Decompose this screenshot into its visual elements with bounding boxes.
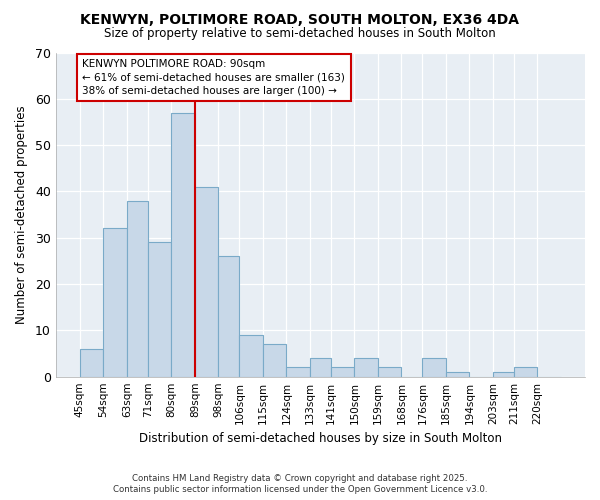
Bar: [127, 200, 148, 376]
Text: KENWYN POLTIMORE ROAD: 90sqm
← 61% of semi-detached houses are smaller (163)
38%: KENWYN POLTIMORE ROAD: 90sqm ← 61% of se…: [82, 60, 346, 96]
Bar: [493, 372, 514, 376]
Bar: [195, 187, 218, 376]
Text: Contains HM Land Registry data © Crown copyright and database right 2025.
Contai: Contains HM Land Registry data © Crown c…: [113, 474, 487, 494]
Bar: [218, 256, 239, 376]
Bar: [331, 368, 355, 376]
Bar: [172, 112, 195, 376]
Text: Size of property relative to semi-detached houses in South Molton: Size of property relative to semi-detach…: [104, 28, 496, 40]
Bar: [263, 344, 286, 376]
X-axis label: Distribution of semi-detached houses by size in South Molton: Distribution of semi-detached houses by …: [139, 432, 502, 445]
Bar: [446, 372, 469, 376]
Bar: [310, 358, 331, 376]
Bar: [80, 349, 103, 376]
Bar: [148, 242, 172, 376]
Bar: [355, 358, 378, 376]
Bar: [103, 228, 127, 376]
Text: KENWYN, POLTIMORE ROAD, SOUTH MOLTON, EX36 4DA: KENWYN, POLTIMORE ROAD, SOUTH MOLTON, EX…: [80, 12, 520, 26]
Bar: [286, 368, 310, 376]
Bar: [514, 368, 538, 376]
Y-axis label: Number of semi-detached properties: Number of semi-detached properties: [15, 106, 28, 324]
Bar: [378, 368, 401, 376]
Bar: [422, 358, 446, 376]
Bar: [239, 335, 263, 376]
